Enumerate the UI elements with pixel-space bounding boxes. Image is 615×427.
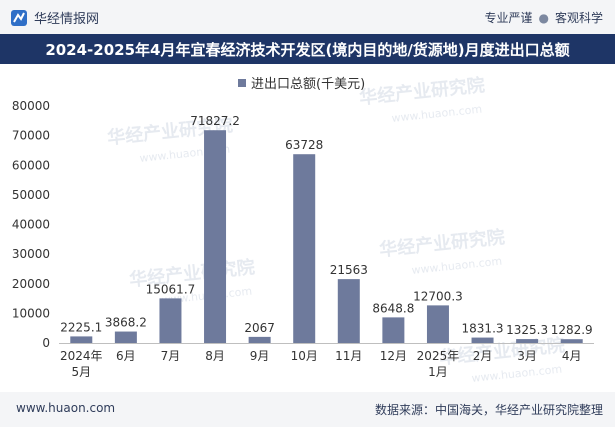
bar[interactable] [516,339,539,343]
y-tick-label: 60000 [12,158,50,172]
y-tick-label: 10000 [12,306,50,320]
bar[interactable] [337,279,360,343]
y-axis: 0 10000 20000 30000 40000 50000 60000 70000 8000… [12,99,50,350]
bar-chart: 华经产业研究院 www.huaon.com 华经产业研究院 www.huaon.… [12,74,594,385]
brand-name: 华经情报网 [34,12,100,27]
bar[interactable] [70,336,93,343]
y-tick-label: 20000 [12,277,50,291]
bar[interactable] [426,305,449,343]
data-label: 21563 [330,263,368,277]
data-label: 1831.3 [462,322,504,336]
x-tick-label: 8月 [205,349,225,363]
x-tick-label: 10月 [291,349,318,363]
chart-title: 2024-2025年4月年宜春经济技术开发区(境内目的地/货源地)月度进出口总额 [45,41,570,59]
tagline-left: 专业严谨 [484,11,533,25]
y-tick-label: 50000 [12,188,50,202]
x-tick-label: 11月 [335,349,362,363]
logo-icon [11,9,27,26]
y-tick-label: 80000 [12,99,50,113]
data-source: 数据来源：中国海关，华经产业研究院整理 [374,403,603,417]
brand[interactable]: 华经情报网 [10,8,99,27]
watermark-url: www.huaon.com [391,103,483,125]
tagline: 专业严谨 ● 客观科学 [484,9,603,26]
y-tick-label: 70000 [12,129,50,143]
data-label: 1325.3 [506,323,548,337]
website-link[interactable]: www.huaon.com [16,401,116,415]
x-tick-label: 6月 [116,349,136,363]
bar[interactable] [248,336,271,343]
footer: www.huaon.com 数据来源：中国海关，华经产业研究院整理 [0,392,615,427]
data-label: 3868.2 [105,316,147,330]
legend-label: 进出口总额(千美元) [251,77,365,92]
watermark-url: www.huaon.com [471,363,563,385]
y-tick-label: 0 [42,336,50,350]
title-bar: 2024-2025年4月年宜春经济技术开发区(境内目的地/货源地)月度进出口总额 [0,34,615,64]
data-label: 8648.8 [372,301,414,315]
x-tick-label: 3月 [517,349,537,363]
x-tick-label: 7月 [161,349,181,363]
data-label: 12700.3 [413,289,463,303]
bar[interactable] [382,317,405,343]
data-label: 2067 [244,321,275,335]
bar[interactable] [560,339,583,343]
tagline-separator: ● [538,11,549,25]
bar[interactable] [159,298,182,343]
x-tick-label: 12月 [380,349,407,363]
x-tick-label: 2025年 1月 [417,349,460,379]
data-label: 2225.1 [60,320,102,334]
y-tick-label: 30000 [12,247,50,261]
x-tick-label: 2024年 5月 [60,349,103,379]
data-label: 71827.2 [190,114,240,128]
tagline-right: 客观科学 [554,11,603,25]
x-axis: 2024年 5月 6月 7月 8月 9月 10月 11月 12月 2025年 1月 2月 3月 4月 [59,343,594,379]
bars: 2225.1 3868.2 15061.7 71827.2 2067 63728 21563… [60,114,593,343]
data-label: 15061.7 [146,282,196,296]
bar[interactable] [204,130,227,343]
legend-swatch [238,79,246,87]
legend: 进出口总额(千美元) [238,77,365,92]
y-tick-label: 40000 [12,218,50,232]
data-label: 63728 [285,138,323,152]
bar[interactable] [471,337,494,343]
x-tick-label: 9月 [250,349,270,363]
top-bar: 华经情报网 专业严谨 ● 客观科学 [0,0,615,34]
data-label: 1282.9 [551,323,593,337]
bar[interactable] [114,331,137,343]
x-tick-label: 2月 [473,349,493,363]
watermark-url: www.huaon.com [411,255,503,277]
x-tick-label: 4月 [562,349,582,363]
bar[interactable] [293,154,316,343]
